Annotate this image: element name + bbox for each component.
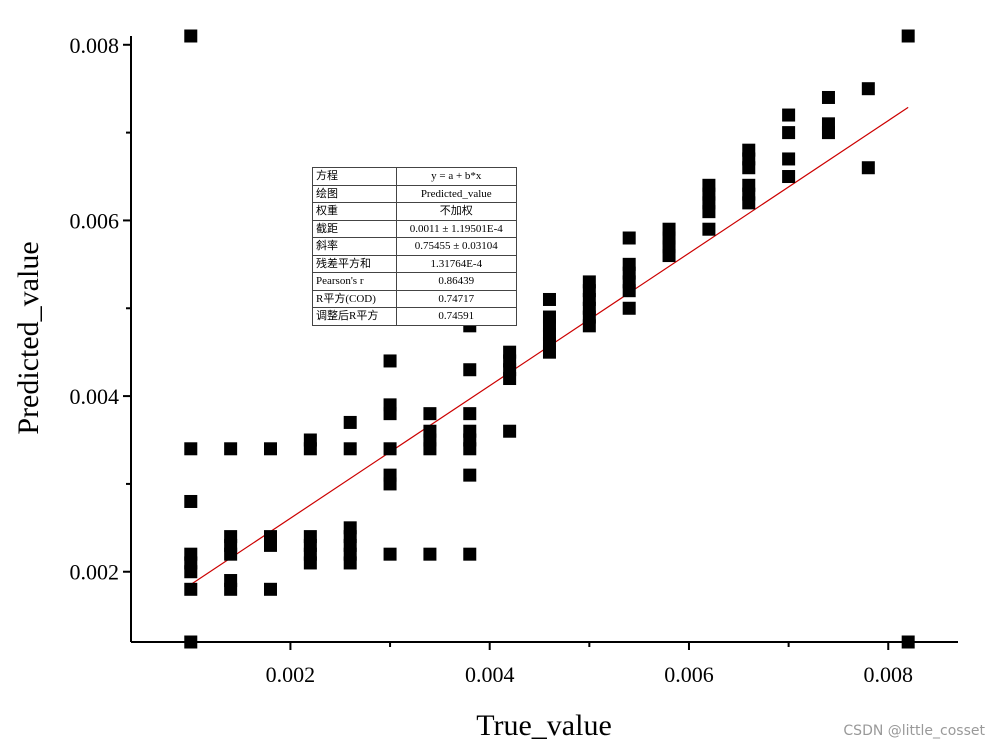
data-point (184, 494, 198, 508)
data-point (383, 407, 397, 421)
data-point (263, 582, 277, 596)
x-tick-label: 0.006 (664, 662, 714, 687)
data-point (343, 442, 357, 456)
watermark: CSDN @little_cosset (843, 723, 985, 739)
data-point (184, 29, 198, 43)
data-point (622, 231, 636, 245)
data-point (263, 442, 277, 456)
data-point (702, 222, 716, 236)
data-point (224, 547, 238, 561)
data-point (901, 29, 915, 43)
data-point (742, 161, 756, 175)
data-point (622, 284, 636, 298)
data-point (782, 152, 796, 166)
data-point (463, 547, 477, 561)
data-point (343, 556, 357, 570)
stats-row: 调整后R平方 0.74591 (312, 307, 518, 326)
data-point (782, 126, 796, 140)
stats-label: Pearson's r (312, 272, 397, 291)
data-point (542, 292, 556, 306)
stats-row: R平方(COD) 0.74717 (312, 289, 518, 308)
data-point (582, 319, 596, 333)
y-tick-label: 0.008 (70, 33, 120, 58)
data-point (742, 196, 756, 210)
y-axis-title: Predicted_value (12, 241, 45, 434)
data-point (263, 538, 277, 552)
stats-value: Predicted_value (395, 184, 518, 203)
x-tick-label: 0.008 (864, 662, 914, 687)
data-point (782, 170, 796, 184)
data-point (383, 547, 397, 561)
data-point (702, 205, 716, 219)
data-point (423, 442, 437, 456)
y-tick-label: 0.004 (70, 384, 120, 409)
data-point (782, 108, 796, 122)
x-tick-label: 0.004 (465, 662, 515, 687)
stats-label: 绘图 (312, 184, 397, 203)
data-point (383, 442, 397, 456)
stats-label: 方程 (312, 167, 397, 186)
data-point (821, 90, 835, 104)
stats-value: y = a + b*x (395, 167, 518, 186)
stats-label: 调整后R平方 (312, 307, 397, 326)
stats-value: 0.74717 (395, 289, 518, 308)
data-point (622, 301, 636, 315)
data-point (224, 582, 238, 596)
stats-row: Pearson's r 0.86439 (312, 272, 518, 291)
data-point (184, 442, 198, 456)
data-point (463, 468, 477, 482)
stats-row: 截距 0.0011 ± 1.19501E-4 (312, 219, 518, 238)
stats-value: 0.74591 (395, 307, 518, 326)
stats-value: 1.31764E-4 (395, 254, 518, 273)
stats-value: 0.0011 ± 1.19501E-4 (395, 219, 518, 238)
data-point (383, 477, 397, 491)
data-point (343, 415, 357, 429)
stats-row: 斜率 0.75455 ± 0.03104 (312, 237, 518, 256)
stats-row: 方程 y = a + b*x (312, 167, 518, 186)
data-point (861, 161, 875, 175)
x-tick-label: 0.002 (266, 662, 316, 687)
data-point (821, 126, 835, 140)
y-tick-label: 0.006 (70, 208, 120, 233)
data-point (383, 354, 397, 368)
data-point (542, 345, 556, 359)
stats-value: 不加权 (395, 202, 518, 221)
data-point (861, 82, 875, 96)
x-axis-title: True_value (476, 709, 612, 742)
y-tick-label: 0.002 (70, 560, 120, 585)
stats-row: 残差平方和 1.31764E-4 (312, 254, 518, 273)
data-point (423, 547, 437, 561)
data-point (463, 442, 477, 456)
stats-label: 残差平方和 (312, 254, 397, 273)
fit-statistics-table: 方程 y = a + b*x 绘图 Predicted_value 权重 不加权 截距 0.0… (312, 167, 518, 326)
data-point (503, 372, 517, 386)
data-point (503, 424, 517, 438)
data-point (463, 407, 477, 421)
data-point (303, 556, 317, 570)
data-point (423, 407, 437, 421)
stats-label: 截距 (312, 219, 397, 238)
stats-label: R平方(COD) (312, 289, 397, 308)
data-point (224, 442, 238, 456)
stats-label: 斜率 (312, 237, 397, 256)
data-point (662, 249, 676, 263)
stats-row: 权重 不加权 (312, 202, 518, 221)
data-point (303, 442, 317, 456)
stats-label: 权重 (312, 202, 397, 221)
data-point (184, 565, 198, 579)
stats-row: 绘图 Predicted_value (312, 184, 518, 203)
data-point (184, 582, 198, 596)
data-point (463, 363, 477, 377)
stats-value: 0.86439 (395, 272, 518, 291)
stats-value: 0.75455 ± 0.03104 (395, 237, 518, 256)
